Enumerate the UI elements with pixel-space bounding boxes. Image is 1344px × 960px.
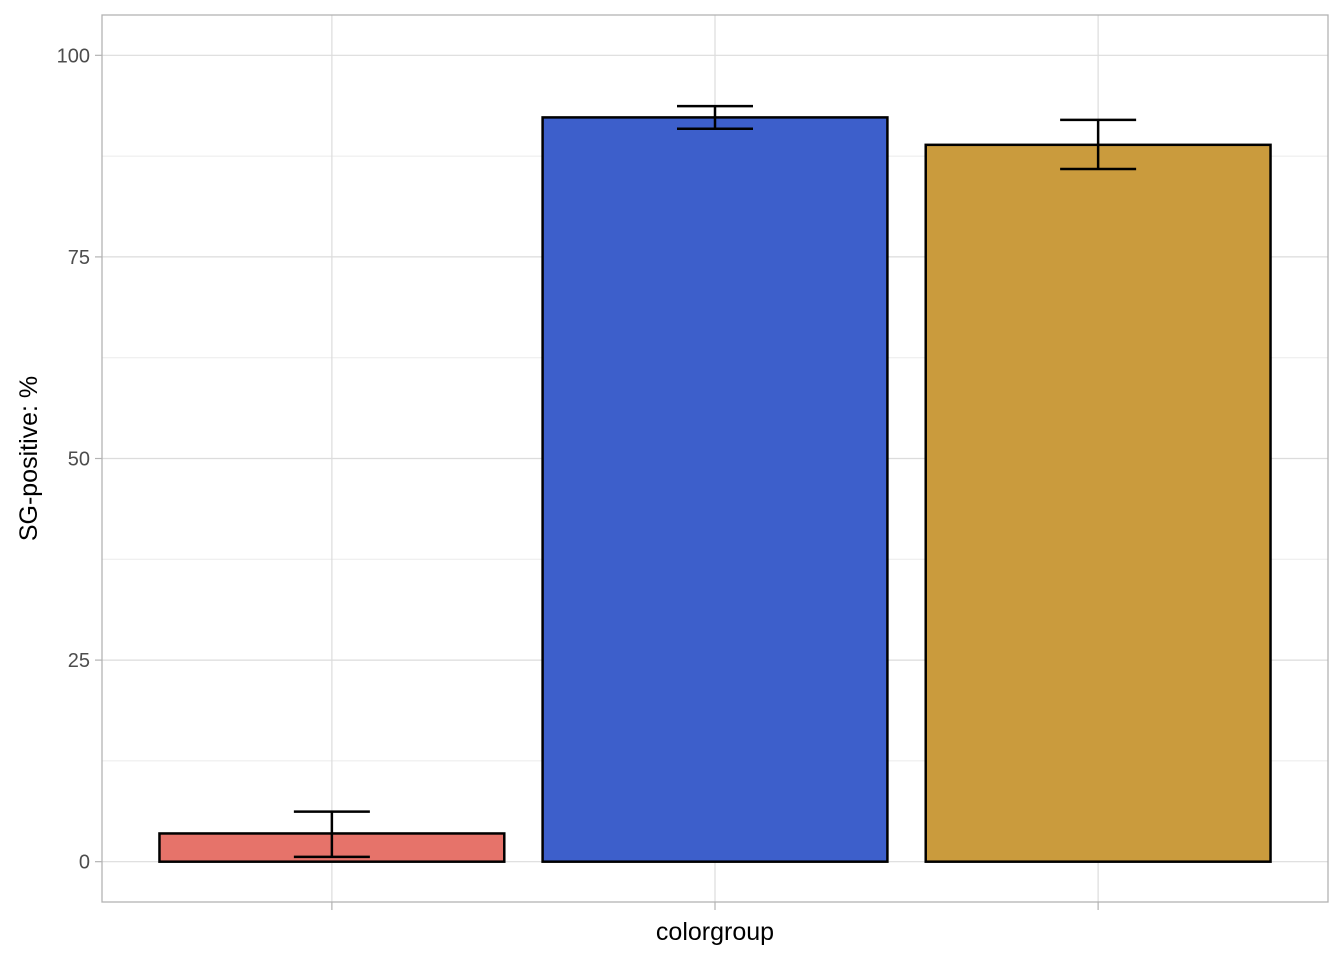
error-bar-2: [677, 104, 753, 130]
error-bars-group: [293, 104, 1137, 859]
y-tick-label: 0: [79, 852, 90, 874]
y-tick-label: 100: [57, 45, 90, 67]
x-axis-title: colorgroup: [656, 918, 774, 946]
y-tick-label: 75: [68, 247, 90, 269]
x-axis-ticks: [331, 902, 1099, 910]
error-bar-3: [1060, 118, 1137, 171]
y-tick-label: 50: [68, 449, 90, 471]
bar-3: [924, 143, 1272, 863]
bar-2: [541, 116, 889, 863]
bars-group: [158, 116, 1272, 863]
y-axis-ticks: 0 25 50 75 100: [57, 45, 102, 874]
y-tick-label: 25: [68, 650, 90, 672]
y-axis-title: SG-positive: %: [15, 376, 43, 541]
error-bar-1: [293, 810, 370, 859]
